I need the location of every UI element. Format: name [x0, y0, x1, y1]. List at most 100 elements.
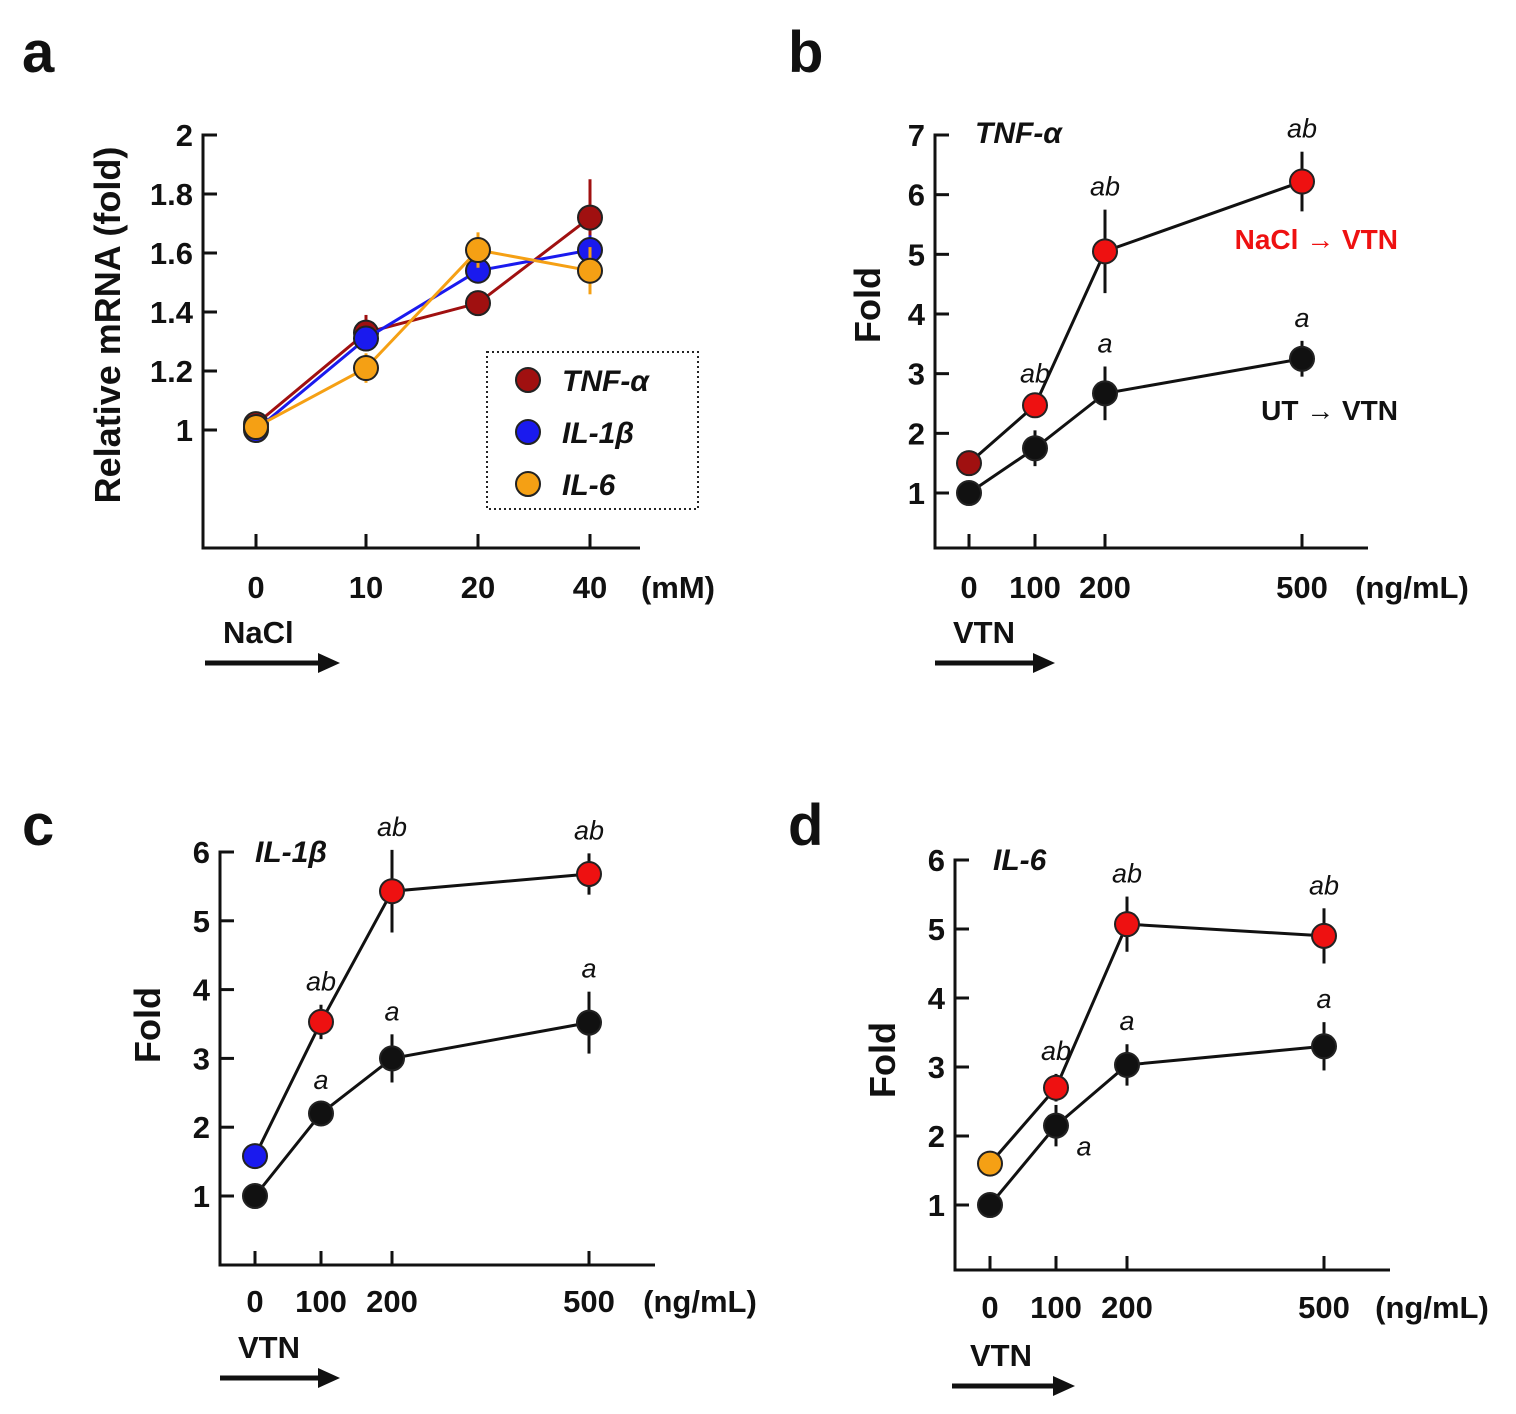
- x-tick-label: 500: [1298, 1290, 1350, 1325]
- y-tick-label: 4: [193, 973, 211, 1008]
- legend: TNF-α IL-1β IL-6: [486, 351, 699, 510]
- series-line: [968, 357, 1303, 495]
- gene-label: IL-6: [993, 844, 1047, 877]
- arrowhead-icon: [318, 653, 340, 673]
- data-point: [577, 257, 603, 284]
- data-point: [1022, 435, 1048, 462]
- x-unit-label: (ng/mL): [1355, 570, 1469, 605]
- y-tick-label: 1: [176, 413, 193, 448]
- series-line: [988, 1044, 1325, 1206]
- x-tick-label: 200: [1101, 1290, 1153, 1325]
- series-label-ut-vtn: UT → VTN: [1261, 395, 1398, 426]
- y-tick-label: 3: [193, 1041, 210, 1076]
- data-point: [465, 237, 491, 264]
- series-line: [988, 922, 1325, 1165]
- treatment-label: NaCl: [223, 615, 294, 650]
- significance-label: a: [1076, 1132, 1091, 1162]
- y-tick-label: 1.6: [150, 236, 193, 271]
- y-tick-label: 1.2: [150, 354, 193, 389]
- x-unit-label: (ng/mL): [1375, 1290, 1489, 1325]
- significance-label: a: [384, 996, 399, 1026]
- x-tick-label: 200: [1079, 570, 1131, 605]
- y-tick-label: 4: [908, 297, 926, 332]
- treatment-label: VTN: [970, 1338, 1032, 1373]
- panel-letter: d: [788, 793, 823, 858]
- significance-label: ab: [1020, 358, 1050, 388]
- data-point: [1092, 238, 1118, 265]
- panel-letter: b: [788, 20, 823, 85]
- data-point: [977, 1150, 1003, 1177]
- data-point: [1289, 345, 1315, 372]
- x-tick-label: 0: [981, 1290, 998, 1325]
- axes: [218, 850, 655, 1267]
- gene-label: IL-1β: [255, 836, 327, 869]
- legend-label: TNF-α: [562, 365, 650, 398]
- x-tick-label: 200: [366, 1284, 418, 1319]
- y-tick-label: 4: [928, 981, 946, 1016]
- treatment-label: VTN: [953, 615, 1015, 650]
- data-point: [1311, 922, 1337, 949]
- y-tick-label: 5: [928, 912, 945, 947]
- y-axis-label: Fold: [127, 987, 168, 1063]
- x-tick-label: 0: [246, 1284, 263, 1319]
- significance-label: a: [313, 1065, 328, 1095]
- series-label-nacl-vtn: NaCl → VTN: [1235, 224, 1398, 255]
- y-tick-label: 2: [908, 416, 925, 451]
- y-axis-label: Fold: [847, 267, 888, 343]
- y-tick-label: 6: [908, 178, 925, 213]
- data-point: [576, 861, 602, 888]
- significance-label: ab: [1309, 870, 1339, 900]
- data-point: [1114, 1051, 1140, 1078]
- data-point: [1043, 1074, 1069, 1101]
- legend-label: IL-6: [562, 469, 616, 502]
- x-unit-label: (mM): [641, 570, 715, 605]
- arrowhead-icon: [1053, 1376, 1075, 1396]
- x-tick-label: 0: [960, 570, 977, 605]
- data-point: [1311, 1033, 1337, 1060]
- data-point: [308, 1008, 334, 1035]
- panel-letter: a: [22, 20, 55, 85]
- panel-b: b 7 6 5 4 3 2 1 0 100 200 500 (ng/mL) Fold VTN TNF-α ab a…: [788, 20, 1469, 673]
- panel-d: d 6 5 4 3 2 1 0 100 200 500 (ng/mL) Fold VTN IL-6 ab ab a…: [788, 793, 1489, 1396]
- series-line: [253, 1021, 590, 1197]
- legend-label: IL-1β: [562, 417, 634, 450]
- panel-letter: c: [22, 793, 54, 858]
- y-axis-label: Fold: [862, 1022, 903, 1098]
- y-tick-label: 6: [928, 843, 945, 878]
- y-tick-label: 1: [908, 476, 925, 511]
- data-point: [577, 204, 603, 231]
- data-point: [243, 414, 269, 441]
- data-point: [353, 325, 379, 352]
- significance-label: a: [1097, 329, 1112, 359]
- y-tick-label: 3: [928, 1050, 945, 1085]
- y-tick-label: 2: [176, 118, 193, 153]
- data-point: [465, 290, 491, 317]
- data-point: [956, 480, 982, 506]
- series-line: [253, 872, 590, 1157]
- data-point: [353, 355, 379, 382]
- data-point: [1043, 1112, 1069, 1139]
- significance-label: ab: [306, 967, 336, 997]
- data-point: [1022, 392, 1048, 419]
- series-line: [968, 180, 1303, 465]
- data-point: [1114, 911, 1140, 938]
- y-tick-label: 5: [908, 237, 925, 272]
- data-point: [242, 1143, 268, 1170]
- data-point: [379, 878, 405, 905]
- arrowhead-icon: [1033, 653, 1055, 673]
- significance-label: ab: [1112, 859, 1142, 889]
- gene-label: TNF-α: [975, 117, 1063, 150]
- legend-marker: [515, 471, 541, 497]
- series-line: [255, 248, 591, 429]
- y-tick-label: 3: [908, 357, 925, 392]
- legend-marker: [515, 367, 541, 393]
- significance-label: a: [1119, 1006, 1134, 1036]
- y-axis-label: Relative mRNA (fold): [87, 147, 128, 504]
- significance-label: a: [1294, 303, 1309, 333]
- significance-label: ab: [1090, 172, 1120, 202]
- significance-label: ab: [574, 815, 604, 845]
- data-point: [977, 1192, 1003, 1218]
- y-tick-label: 2: [193, 1110, 210, 1145]
- y-tick-label: 1.8: [150, 177, 193, 212]
